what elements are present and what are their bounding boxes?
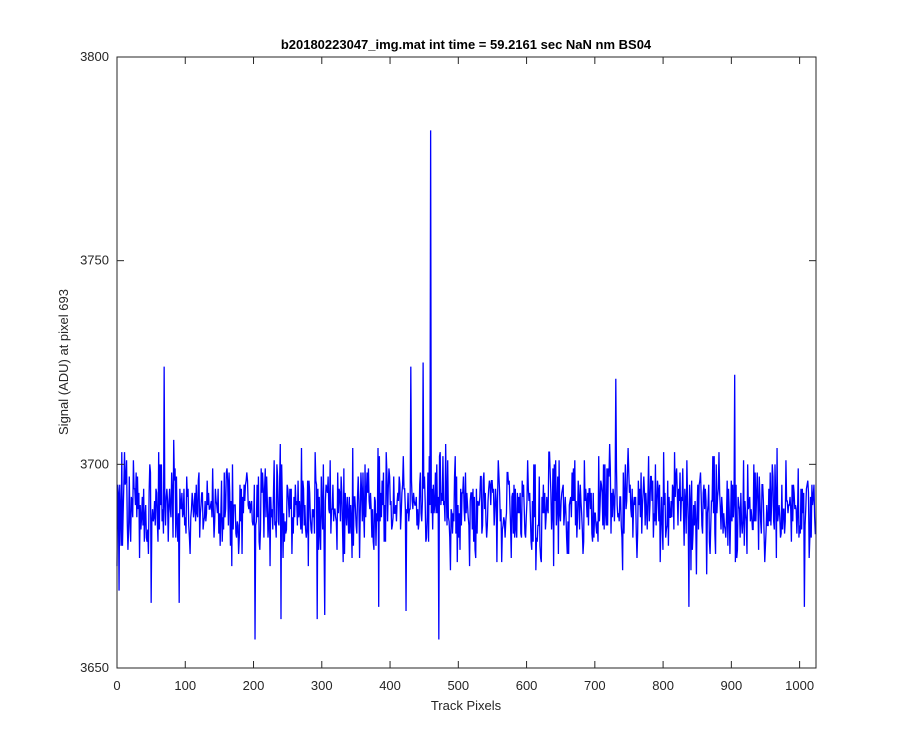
x-tick-label: 800 xyxy=(652,678,674,693)
y-tick-label: 3700 xyxy=(80,456,109,471)
x-tick-label: 700 xyxy=(584,678,606,693)
x-tick-label: 1000 xyxy=(785,678,814,693)
x-tick-label: 0 xyxy=(113,678,120,693)
x-axis-title: Track Pixels xyxy=(431,698,502,713)
x-tick-label: 100 xyxy=(174,678,196,693)
y-tick-label: 3650 xyxy=(80,660,109,675)
y-tick-label: 3750 xyxy=(80,253,109,268)
plot-area xyxy=(117,57,816,668)
x-tick-label: 200 xyxy=(243,678,265,693)
axis-layer: 0 100 200 300 400 500 600 700 800 900 1000 3650 3700… xyxy=(80,49,816,693)
x-tick-label: 900 xyxy=(721,678,743,693)
series-layer xyxy=(116,130,816,640)
x-tick-label: 400 xyxy=(379,678,401,693)
y-axis-title: Signal (ADU) at pixel 693 xyxy=(56,289,71,435)
y-tick-label: 3800 xyxy=(80,49,109,64)
axes-box xyxy=(116,56,817,669)
chart-title: b20180223047_img.mat int time = 59.2161 … xyxy=(281,37,652,52)
x-tick-label: 300 xyxy=(311,678,333,693)
x-tick-label: 600 xyxy=(516,678,538,693)
signal-series-line xyxy=(116,130,816,640)
x-tick-label: 500 xyxy=(447,678,469,693)
